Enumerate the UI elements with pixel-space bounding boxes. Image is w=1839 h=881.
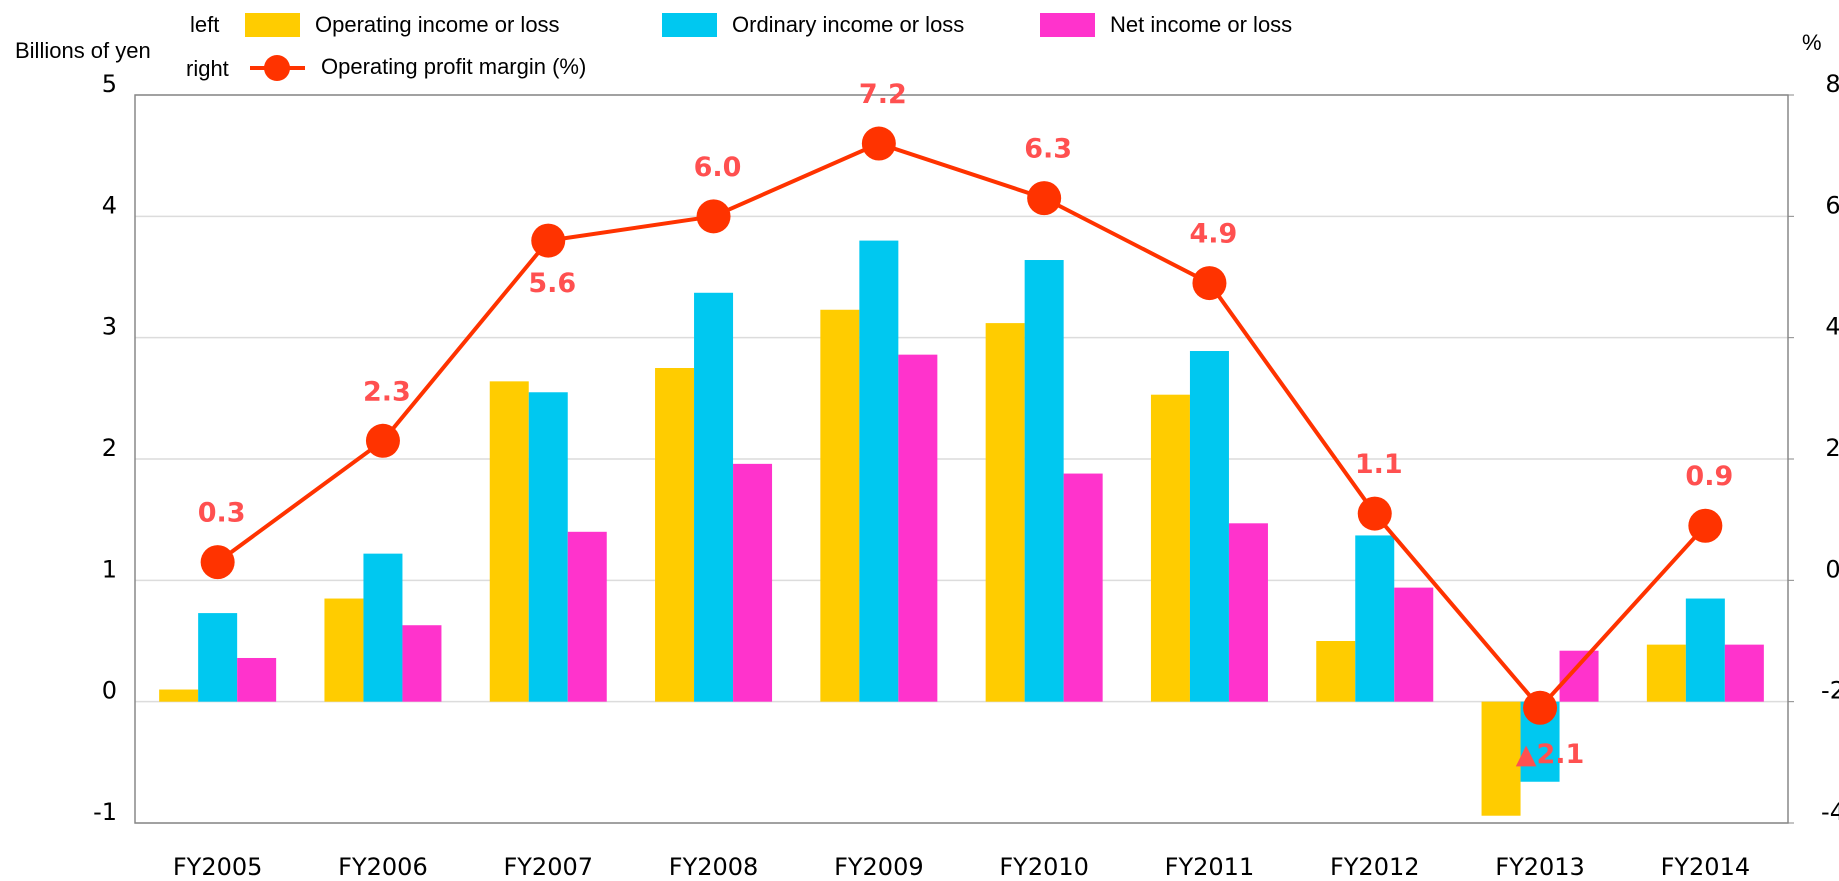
- line: [216, 141, 1707, 711]
- x-tick-label: FY2005: [173, 853, 263, 881]
- marker: [1688, 508, 1723, 543]
- x-tick-label: FY2010: [999, 853, 1089, 881]
- data-label: 6.3: [1024, 134, 1072, 165]
- marker: [696, 199, 731, 234]
- marker: [1192, 266, 1227, 301]
- bar: [1646, 644, 1686, 702]
- data-label: 4.9: [1190, 219, 1238, 250]
- legend-swatch: [245, 13, 300, 37]
- data-label: 0.3: [198, 498, 246, 529]
- y-tick-label: 5: [102, 70, 117, 98]
- y2-tick-label: 8: [1825, 70, 1839, 98]
- y2-tick-label: -2: [1821, 677, 1839, 705]
- data-label: 7.2: [859, 79, 907, 110]
- y2-tick-label: 2: [1825, 434, 1839, 462]
- bar: [1559, 650, 1599, 702]
- y2-tick-label: -4: [1821, 798, 1839, 826]
- x-tick-label: FY2011: [1165, 853, 1255, 881]
- marker: [861, 126, 896, 161]
- legend-marker: [264, 55, 290, 81]
- x-tick-label: FY2008: [669, 853, 759, 881]
- data-label: 1.1: [1355, 449, 1403, 480]
- legend-label: Operating income or loss: [315, 12, 560, 37]
- marker: [1523, 690, 1558, 725]
- y-tick-label: 0: [102, 677, 117, 705]
- bar: [1724, 644, 1764, 702]
- y-tick-label: 1: [102, 555, 117, 583]
- data-label: 0.9: [1685, 461, 1733, 492]
- bar: [898, 354, 938, 702]
- y2-tick-label: 4: [1825, 313, 1839, 341]
- bar: [402, 625, 442, 702]
- bar: [1394, 587, 1434, 702]
- legend-label: Operating profit margin (%): [321, 54, 586, 79]
- x-tick-label: FY2013: [1495, 853, 1585, 881]
- x-tick-label: FY2012: [1330, 853, 1420, 881]
- x-tick-label: FY2007: [503, 853, 593, 881]
- legend-label: Net income or loss: [1110, 12, 1292, 37]
- marker: [365, 423, 400, 458]
- x-tick-label: FY2009: [834, 853, 924, 881]
- y-tick-label: 2: [102, 434, 117, 462]
- bar: [1024, 260, 1064, 702]
- bar: [1316, 641, 1356, 702]
- bar: [363, 553, 403, 702]
- bar: [1063, 473, 1103, 702]
- y-axis-label: Billions of yen: [15, 38, 151, 63]
- data-label: ▲2.1: [1516, 739, 1585, 770]
- data-label: 6.0: [694, 152, 742, 183]
- data-label: 2.3: [363, 376, 411, 407]
- x-tick-label: FY2014: [1661, 853, 1751, 881]
- bar: [694, 292, 734, 702]
- marker: [531, 223, 566, 258]
- bar: [1150, 394, 1190, 702]
- bar: [198, 613, 238, 702]
- legend-right: right: [186, 56, 229, 81]
- y-tick-label: 3: [102, 313, 117, 341]
- bar: [733, 463, 773, 702]
- bar: [489, 381, 529, 702]
- legend-label: Ordinary income or loss: [732, 12, 964, 37]
- bar: [528, 392, 568, 702]
- bar: [324, 598, 364, 702]
- bar: [1189, 351, 1229, 702]
- data-label: 5.6: [528, 268, 576, 299]
- bar: [985, 323, 1025, 702]
- bar: [237, 657, 277, 702]
- marker: [200, 545, 235, 580]
- legend-left: left: [190, 12, 219, 37]
- bar: [1355, 535, 1395, 702]
- y2-axis-label: %: [1802, 30, 1822, 55]
- legend-swatch: [662, 13, 717, 37]
- y2-tick-label: 6: [1825, 191, 1839, 219]
- marker: [1027, 181, 1062, 216]
- marker: [1357, 496, 1392, 531]
- y-tick-label: 4: [102, 191, 117, 219]
- bar: [1685, 598, 1725, 702]
- bar: [859, 240, 899, 702]
- legend-swatch: [1040, 13, 1095, 37]
- bar: [655, 368, 695, 702]
- bar: [1481, 701, 1521, 816]
- bar: [159, 689, 199, 702]
- x-tick-label: FY2006: [338, 853, 428, 881]
- y2-tick-label: 0: [1825, 555, 1839, 583]
- y-tick-label: -1: [93, 798, 117, 826]
- plot-frame: [134, 94, 1789, 824]
- bar: [1228, 523, 1268, 702]
- bar: [567, 531, 607, 702]
- bar: [820, 309, 860, 702]
